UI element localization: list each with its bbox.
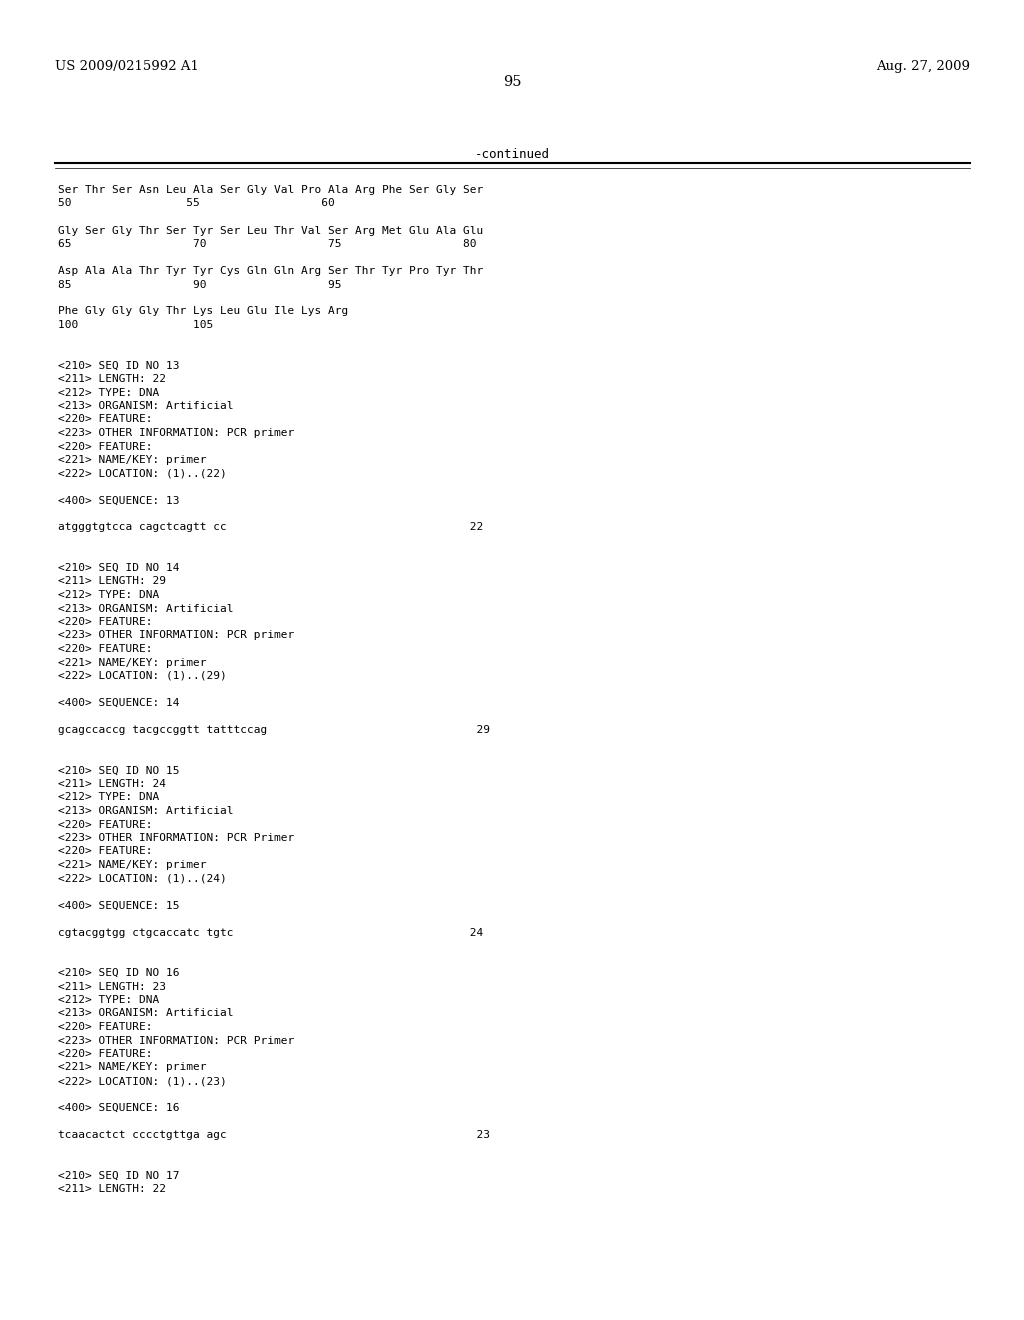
Text: Phe Gly Gly Gly Thr Lys Leu Glu Ile Lys Arg: Phe Gly Gly Gly Thr Lys Leu Glu Ile Lys … (58, 306, 348, 317)
Text: 50                 55                  60: 50 55 60 (58, 198, 335, 209)
Text: <210> SEQ ID NO 13: <210> SEQ ID NO 13 (58, 360, 179, 371)
Text: <212> TYPE: DNA: <212> TYPE: DNA (58, 995, 160, 1005)
Text: <400> SEQUENCE: 16: <400> SEQUENCE: 16 (58, 1104, 179, 1113)
Text: <400> SEQUENCE: 13: <400> SEQUENCE: 13 (58, 495, 179, 506)
Text: <220> FEATURE:: <220> FEATURE: (58, 1022, 153, 1032)
Text: Asp Ala Ala Thr Tyr Tyr Cys Gln Gln Arg Ser Thr Tyr Pro Tyr Thr: Asp Ala Ala Thr Tyr Tyr Cys Gln Gln Arg … (58, 267, 483, 276)
Text: <213> ORGANISM: Artificial: <213> ORGANISM: Artificial (58, 807, 233, 816)
Text: <213> ORGANISM: Artificial: <213> ORGANISM: Artificial (58, 603, 233, 614)
Text: <400> SEQUENCE: 15: <400> SEQUENCE: 15 (58, 900, 179, 911)
Text: 85                  90                  95: 85 90 95 (58, 280, 341, 289)
Text: <211> LENGTH: 29: <211> LENGTH: 29 (58, 577, 166, 586)
Text: Aug. 27, 2009: Aug. 27, 2009 (876, 59, 970, 73)
Text: 100                 105: 100 105 (58, 319, 213, 330)
Text: tcaacactct cccctgttga agc                                     23: tcaacactct cccctgttga agc 23 (58, 1130, 490, 1140)
Text: <223> OTHER INFORMATION: PCR Primer: <223> OTHER INFORMATION: PCR Primer (58, 1035, 294, 1045)
Text: <222> LOCATION: (1)..(24): <222> LOCATION: (1)..(24) (58, 874, 226, 883)
Text: <211> LENGTH: 23: <211> LENGTH: 23 (58, 982, 166, 991)
Text: <210> SEQ ID NO 16: <210> SEQ ID NO 16 (58, 968, 179, 978)
Text: <221> NAME/KEY: primer: <221> NAME/KEY: primer (58, 657, 207, 668)
Text: US 2009/0215992 A1: US 2009/0215992 A1 (55, 59, 199, 73)
Text: <221> NAME/KEY: primer: <221> NAME/KEY: primer (58, 455, 207, 465)
Text: <220> FEATURE:: <220> FEATURE: (58, 820, 153, 829)
Text: 95: 95 (503, 75, 521, 88)
Text: Ser Thr Ser Asn Leu Ala Ser Gly Val Pro Ala Arg Phe Ser Gly Ser: Ser Thr Ser Asn Leu Ala Ser Gly Val Pro … (58, 185, 483, 195)
Text: Gly Ser Gly Thr Ser Tyr Ser Leu Thr Val Ser Arg Met Glu Ala Glu: Gly Ser Gly Thr Ser Tyr Ser Leu Thr Val … (58, 226, 483, 235)
Text: <211> LENGTH: 22: <211> LENGTH: 22 (58, 374, 166, 384)
Text: <222> LOCATION: (1)..(23): <222> LOCATION: (1)..(23) (58, 1076, 226, 1086)
Text: <400> SEQUENCE: 14: <400> SEQUENCE: 14 (58, 698, 179, 708)
Text: <211> LENGTH: 24: <211> LENGTH: 24 (58, 779, 166, 789)
Text: gcagccaccg tacgccggtt tatttccag                               29: gcagccaccg tacgccggtt tatttccag 29 (58, 725, 490, 735)
Text: <212> TYPE: DNA: <212> TYPE: DNA (58, 792, 160, 803)
Text: <223> OTHER INFORMATION: PCR Primer: <223> OTHER INFORMATION: PCR Primer (58, 833, 294, 843)
Text: <211> LENGTH: 22: <211> LENGTH: 22 (58, 1184, 166, 1195)
Text: <210> SEQ ID NO 15: <210> SEQ ID NO 15 (58, 766, 179, 776)
Text: atgggtgtcca cagctcagtt cc                                    22: atgggtgtcca cagctcagtt cc 22 (58, 523, 483, 532)
Text: <220> FEATURE:: <220> FEATURE: (58, 644, 153, 653)
Text: <220> FEATURE:: <220> FEATURE: (58, 616, 153, 627)
Text: cgtacggtgg ctgcaccatc tgtc                                   24: cgtacggtgg ctgcaccatc tgtc 24 (58, 928, 483, 937)
Text: 65                  70                  75                  80: 65 70 75 80 (58, 239, 476, 249)
Text: <220> FEATURE:: <220> FEATURE: (58, 1049, 153, 1059)
Text: <223> OTHER INFORMATION: PCR primer: <223> OTHER INFORMATION: PCR primer (58, 631, 294, 640)
Text: <213> ORGANISM: Artificial: <213> ORGANISM: Artificial (58, 1008, 233, 1019)
Text: <212> TYPE: DNA: <212> TYPE: DNA (58, 590, 160, 601)
Text: <212> TYPE: DNA: <212> TYPE: DNA (58, 388, 160, 397)
Text: <220> FEATURE:: <220> FEATURE: (58, 414, 153, 425)
Text: <213> ORGANISM: Artificial: <213> ORGANISM: Artificial (58, 401, 233, 411)
Text: <223> OTHER INFORMATION: PCR primer: <223> OTHER INFORMATION: PCR primer (58, 428, 294, 438)
Text: <210> SEQ ID NO 14: <210> SEQ ID NO 14 (58, 564, 179, 573)
Text: -continued: -continued (474, 148, 550, 161)
Text: <220> FEATURE:: <220> FEATURE: (58, 846, 153, 857)
Text: <222> LOCATION: (1)..(29): <222> LOCATION: (1)..(29) (58, 671, 226, 681)
Text: <222> LOCATION: (1)..(22): <222> LOCATION: (1)..(22) (58, 469, 226, 479)
Text: <210> SEQ ID NO 17: <210> SEQ ID NO 17 (58, 1171, 179, 1180)
Text: <221> NAME/KEY: primer: <221> NAME/KEY: primer (58, 861, 207, 870)
Text: <221> NAME/KEY: primer: <221> NAME/KEY: primer (58, 1063, 207, 1072)
Text: <220> FEATURE:: <220> FEATURE: (58, 441, 153, 451)
